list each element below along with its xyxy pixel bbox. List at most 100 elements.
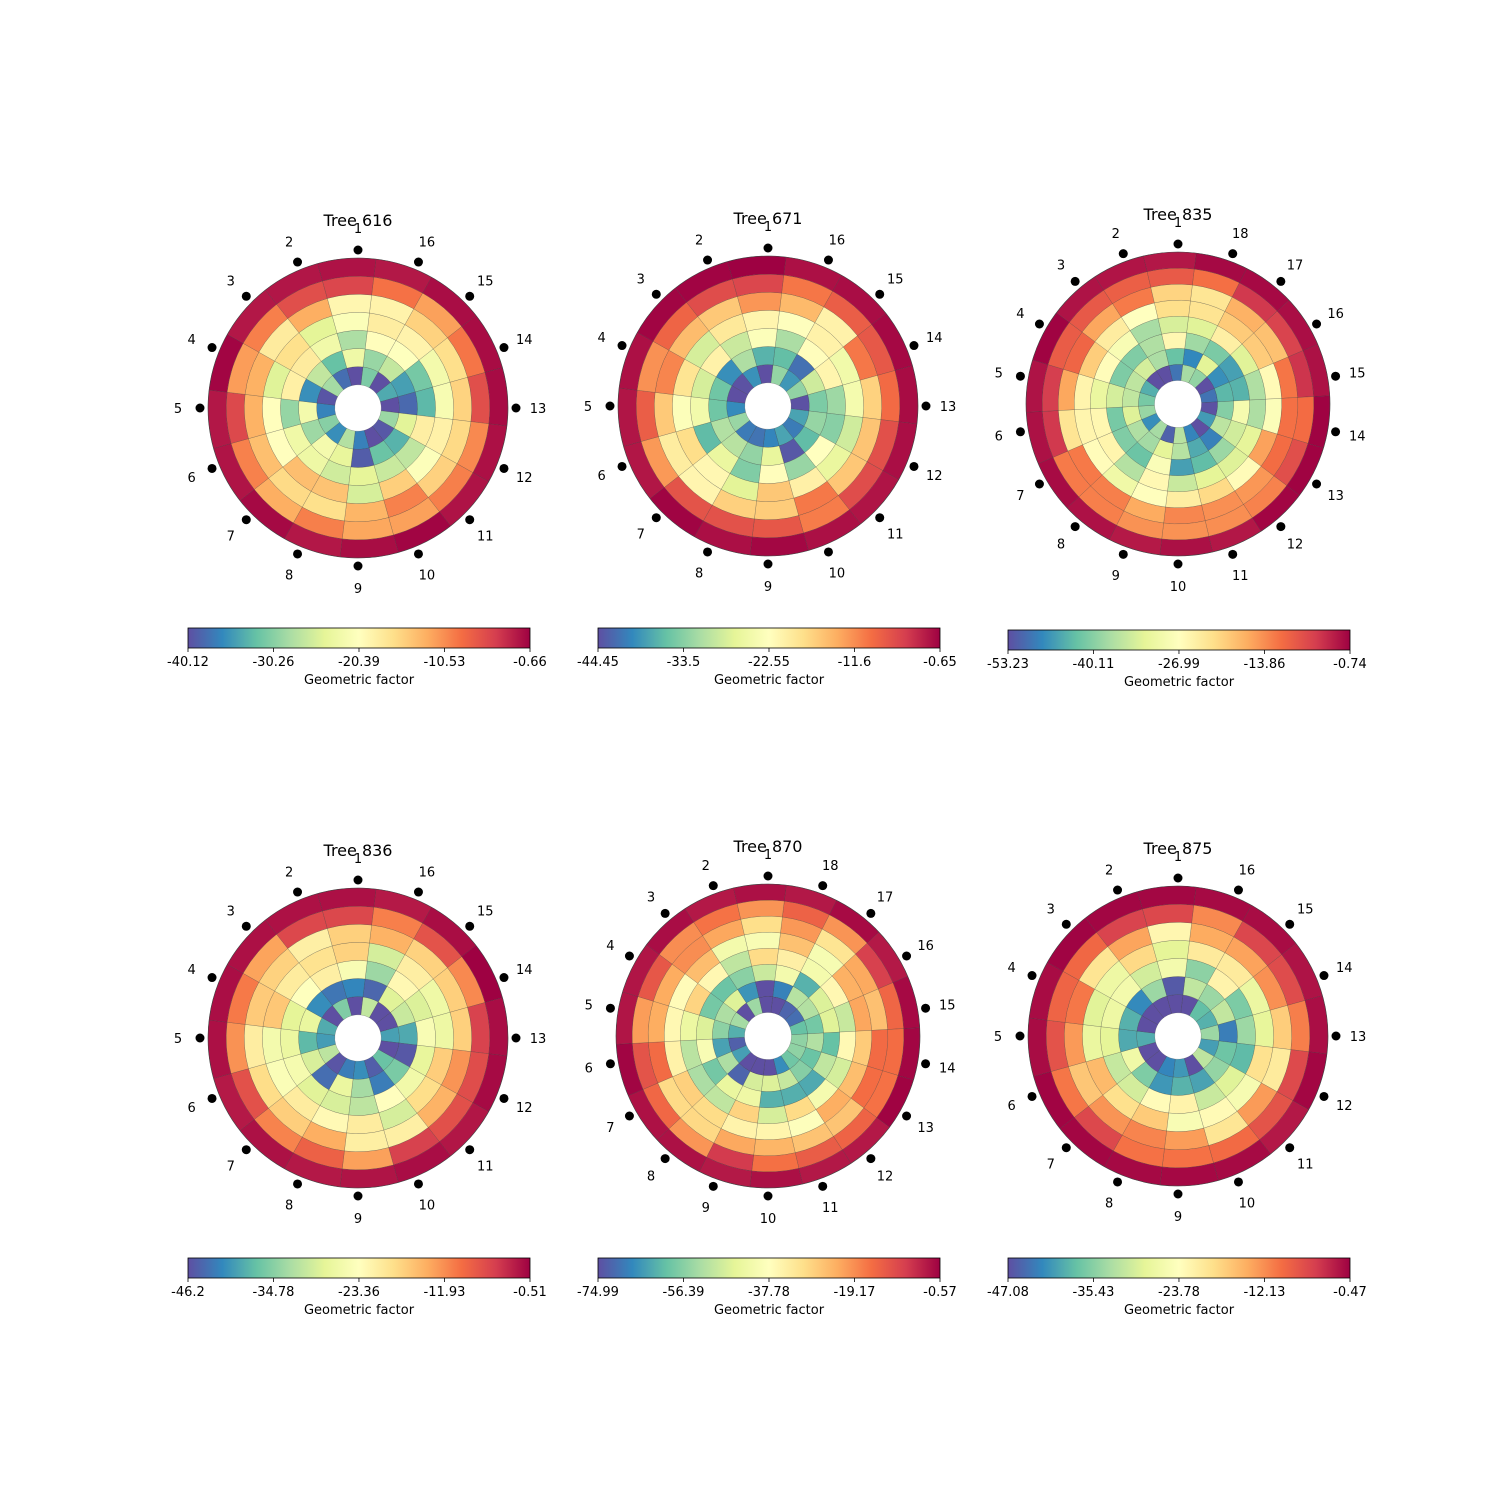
panel-title: Tree 870 (733, 837, 803, 856)
colorbar-tick-label: -46.2 (171, 1285, 205, 1300)
sensor-dot (617, 461, 627, 471)
tomogram-cell (1165, 348, 1185, 366)
tomogram-panel: Tree 870123456789101112131415161718-74.9… (577, 837, 957, 1318)
tomogram-cells (615, 883, 921, 1189)
sensor-dot (353, 1191, 363, 1201)
sensor-label: 9 (354, 1212, 362, 1227)
sensor-dot (1034, 479, 1044, 489)
tomogram-cell (327, 924, 372, 947)
sensor-dot (511, 1033, 521, 1043)
sensor-dot (1331, 1031, 1341, 1041)
tomogram-cell (262, 396, 284, 434)
sensor-dot (465, 921, 475, 931)
tomogram-cell (415, 1016, 436, 1048)
sensor-dot (465, 291, 475, 301)
sensor-dot (1061, 1143, 1071, 1153)
sensor-label: 15 (939, 998, 956, 1013)
sensor-label: 10 (760, 1212, 777, 1227)
tomogram-cell (346, 1112, 384, 1134)
sensor-label: 15 (477, 905, 494, 920)
sensor-label: 1 (354, 222, 362, 237)
sensor-dot (823, 255, 833, 265)
sensor-label: 18 (1232, 227, 1249, 242)
colorbar-tick-label: -37.78 (748, 1285, 790, 1300)
sensor-dot (353, 875, 363, 885)
sensor-dot (1118, 249, 1128, 259)
sensor-dot (703, 547, 713, 557)
sensor-dot (624, 1111, 634, 1121)
tomogram-cell (754, 497, 799, 520)
colorbar-tick-label: -35.43 (1073, 1285, 1115, 1300)
colorbar-tick-label: -11.93 (424, 1285, 466, 1300)
sensor-label: 14 (926, 331, 943, 346)
sensor-label: 4 (598, 331, 606, 346)
sensor-dot (818, 1181, 828, 1191)
tomogram-cell (842, 380, 864, 418)
sensor-dot (902, 1111, 912, 1121)
sensor-dot (818, 881, 828, 891)
sensor-dot (1276, 276, 1286, 286)
tomogram-cell (280, 1028, 301, 1060)
colorbar-tick-label: -56.39 (663, 1285, 705, 1300)
sensor-dot (413, 257, 423, 267)
sensor-label: 14 (516, 963, 533, 978)
sensor-label: 13 (530, 402, 547, 417)
sensor-dot (909, 461, 919, 471)
tomogram-cell (1171, 442, 1191, 460)
sensor-dot (921, 1003, 931, 1013)
sensor-label: 15 (1349, 366, 1366, 381)
sensor-dot (1173, 1189, 1183, 1199)
tomogram-cell (1150, 283, 1193, 304)
sensor-label: 15 (477, 275, 494, 290)
sensor-label: 16 (419, 866, 436, 881)
sensor-dot (1113, 885, 1123, 895)
tomogram-cell (348, 1095, 380, 1116)
tomogram-cell (736, 899, 785, 920)
tomogram-cell (1164, 1127, 1209, 1150)
colorbar-tick-label: -22.55 (748, 655, 790, 670)
sensor-label: 9 (354, 582, 362, 597)
colorbar-label: Geometric factor (714, 673, 825, 688)
sensor-dot (241, 515, 251, 525)
tomogram-cell (1100, 1026, 1121, 1058)
colorbar-tick-label: -12.13 (1243, 1285, 1285, 1300)
sensor-label: 8 (1105, 1196, 1113, 1211)
sensor-dot (708, 1181, 718, 1191)
sensor-label: 7 (606, 1121, 614, 1136)
sensor-label: 10 (1239, 1196, 1256, 1211)
sensor-label: 1 (1174, 850, 1182, 865)
sensor-dot (875, 289, 885, 299)
sensor-label: 13 (917, 1121, 934, 1136)
colorbar: -47.08 -35.43 -23.78 -12.13 -0.47 Geometric f… (987, 1257, 1367, 1318)
sensor-dot (1233, 885, 1243, 895)
tomogram-cell (1156, 958, 1188, 979)
sensor-label: 4 (188, 333, 196, 348)
colorbar-gradient (597, 627, 941, 649)
tomogram-cell (244, 394, 267, 439)
tomogram-cell (755, 980, 775, 998)
sensor-label: 6 (995, 430, 1003, 445)
tomogram-cells (207, 257, 509, 559)
sensor-dot (293, 887, 303, 897)
tomogram-cell (1169, 458, 1195, 476)
tomogram-cell (280, 398, 301, 430)
sensor-label: 5 (994, 1030, 1002, 1045)
tomogram-cell (1168, 1093, 1200, 1114)
sensor-dot (1113, 1177, 1123, 1187)
tomogram-cell (415, 386, 436, 418)
sensor-dot (1331, 427, 1341, 437)
sensor-dot (763, 559, 773, 569)
colorbar-tick-label: -44.45 (577, 655, 619, 670)
colorbar-tick-label: -0.66 (513, 655, 547, 670)
sensor-dot (1331, 371, 1341, 381)
tomogram-cell (332, 942, 370, 964)
tomogram-cell (751, 1152, 800, 1173)
sensor-dot (1070, 276, 1080, 286)
tomogram-cell (1147, 922, 1192, 945)
tomogram-cell (449, 377, 472, 422)
tomogram-cell (344, 499, 389, 522)
sensor-label: 13 (1350, 1030, 1367, 1045)
sensor-label: 8 (285, 1198, 293, 1213)
sensor-dot (1312, 479, 1322, 489)
tomogram-cells (617, 255, 919, 557)
